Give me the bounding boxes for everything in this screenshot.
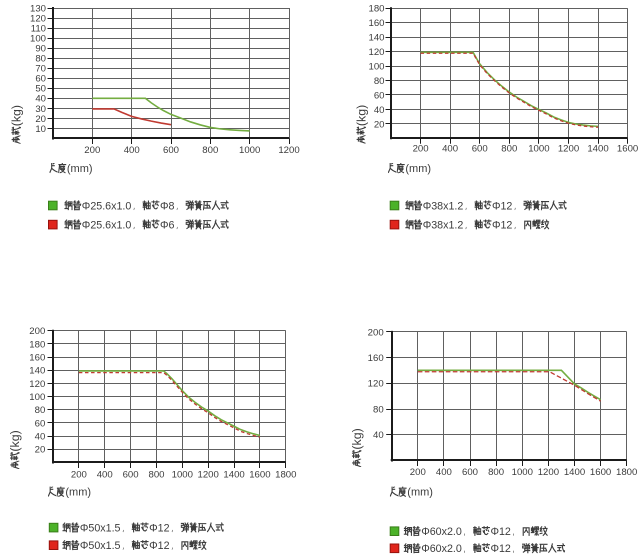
svg-text:180: 180 [29, 339, 45, 350]
svg-text:600: 600 [472, 143, 488, 154]
svg-text:Φ6: Φ6 [160, 219, 175, 231]
svg-text:60: 60 [35, 418, 46, 429]
svg-text:(kg): (kg) [9, 105, 23, 126]
svg-text:100: 100 [29, 392, 45, 403]
svg-text:40: 40 [35, 432, 46, 443]
svg-text:Φ12: Φ12 [490, 543, 510, 555]
svg-text:1200: 1200 [278, 145, 299, 156]
svg-text:80: 80 [35, 54, 46, 65]
svg-text:1000: 1000 [239, 145, 260, 156]
svg-text:(mm): (mm) [65, 487, 91, 499]
svg-text:160: 160 [368, 353, 384, 364]
svg-text:Φ12: Φ12 [492, 219, 512, 231]
svg-text:20: 20 [35, 114, 46, 125]
svg-text:(kg): (kg) [8, 430, 22, 451]
svg-text:120: 120 [30, 13, 46, 24]
svg-text:80: 80 [35, 405, 46, 416]
svg-text:1800: 1800 [275, 469, 296, 480]
svg-text:200: 200 [71, 469, 87, 480]
svg-text:40: 40 [373, 430, 384, 441]
svg-text:140: 140 [368, 33, 384, 44]
svg-text:90: 90 [35, 44, 46, 55]
svg-text:Φ60x2.0: Φ60x2.0 [421, 526, 462, 538]
svg-text:1200: 1200 [558, 143, 579, 154]
svg-text:40: 40 [35, 94, 46, 105]
svg-text:1400: 1400 [564, 467, 585, 478]
svg-text:Φ60x2.0: Φ60x2.0 [421, 543, 462, 555]
svg-text:Φ38x1.2: Φ38x1.2 [423, 200, 464, 212]
svg-text:Φ12: Φ12 [492, 200, 512, 212]
svg-text:800: 800 [501, 143, 517, 154]
svg-text:120: 120 [368, 379, 384, 390]
svg-text:120: 120 [29, 379, 45, 390]
svg-text:800: 800 [488, 467, 504, 478]
svg-text:(mm): (mm) [405, 163, 431, 175]
svg-text:200: 200 [410, 467, 426, 478]
svg-text:Φ50x1.5: Φ50x1.5 [80, 540, 121, 552]
svg-text:800: 800 [148, 469, 164, 480]
svg-text:Φ38x1.2: Φ38x1.2 [423, 219, 464, 231]
svg-text:200: 200 [84, 145, 100, 156]
svg-text:Φ50x1.5: Φ50x1.5 [80, 522, 121, 534]
svg-text:Φ12: Φ12 [490, 526, 510, 538]
svg-text:110: 110 [31, 24, 46, 35]
svg-text:800: 800 [202, 145, 218, 156]
svg-text:600: 600 [462, 467, 478, 478]
svg-text:20: 20 [374, 119, 385, 130]
svg-text:(mm): (mm) [407, 487, 433, 499]
svg-text:(kg): (kg) [354, 105, 368, 126]
svg-text:1400: 1400 [587, 143, 608, 154]
svg-text:130: 130 [30, 3, 46, 14]
svg-text:100: 100 [30, 34, 46, 45]
svg-text:80: 80 [373, 405, 384, 416]
svg-text:200: 200 [29, 326, 45, 337]
svg-text:1000: 1000 [528, 143, 549, 154]
svg-text:1000: 1000 [172, 469, 193, 480]
svg-text:Φ8: Φ8 [160, 200, 175, 212]
svg-text:1400: 1400 [223, 469, 244, 480]
svg-text:40: 40 [374, 105, 385, 116]
svg-text:60: 60 [35, 74, 46, 85]
svg-text:400: 400 [436, 467, 452, 478]
svg-text:1600: 1600 [617, 143, 638, 154]
svg-text:600: 600 [163, 145, 179, 156]
svg-text:180: 180 [368, 4, 384, 15]
svg-text:20: 20 [35, 445, 46, 456]
svg-text:1800: 1800 [616, 467, 637, 478]
svg-text:120: 120 [368, 47, 384, 58]
svg-text:(kg): (kg) [350, 428, 364, 449]
svg-text:(mm): (mm) [67, 163, 93, 175]
svg-text:70: 70 [35, 64, 46, 75]
svg-text:140: 140 [29, 366, 45, 377]
svg-text:1600: 1600 [590, 467, 611, 478]
svg-text:400: 400 [442, 143, 458, 154]
svg-text:1200: 1200 [198, 469, 219, 480]
svg-text:160: 160 [368, 18, 384, 29]
svg-text:1000: 1000 [512, 467, 533, 478]
svg-text:100: 100 [368, 62, 384, 73]
svg-text:400: 400 [97, 469, 113, 480]
svg-text:10: 10 [35, 124, 46, 135]
svg-text:Φ12: Φ12 [149, 540, 169, 552]
svg-text:80: 80 [374, 76, 385, 87]
svg-text:Φ12: Φ12 [149, 522, 169, 534]
svg-text:30: 30 [35, 104, 46, 115]
svg-text:Φ25.6x1.0: Φ25.6x1.0 [82, 219, 132, 231]
svg-text:200: 200 [368, 327, 384, 338]
svg-text:200: 200 [413, 143, 429, 154]
svg-text:400: 400 [124, 145, 140, 156]
svg-text:1200: 1200 [538, 467, 559, 478]
svg-text:160: 160 [29, 353, 45, 364]
svg-text:600: 600 [123, 469, 139, 480]
svg-text:Φ25.6x1.0: Φ25.6x1.0 [82, 200, 132, 212]
svg-text:1600: 1600 [249, 469, 270, 480]
svg-text:50: 50 [35, 84, 46, 95]
svg-text:60: 60 [374, 90, 385, 101]
